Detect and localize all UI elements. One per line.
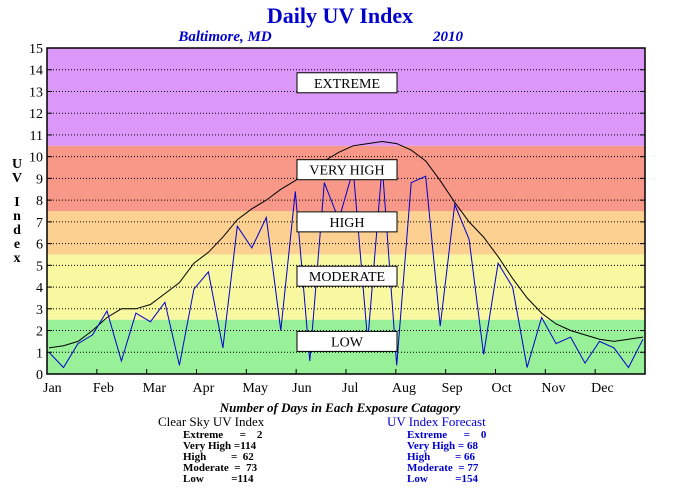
band-label-text: HIGH (330, 216, 365, 231)
stat-row: Very High = 68 (407, 440, 478, 452)
y-axis-label-char: U (12, 157, 22, 172)
x-tick-label: Oct (492, 381, 512, 396)
stat-row: Extreme = 0 (407, 429, 487, 441)
band-label-box (296, 159, 398, 181)
x-axis-ticks: Jan Feb Mar Apr May Jun Jul Aug Sep Oct Nov Dec (43, 369, 614, 396)
uv-bands (47, 48, 645, 374)
y-tick-label: 8 (36, 194, 43, 209)
stat-row: Very High =114 (183, 440, 257, 452)
x-tick-label: Dec (591, 381, 614, 396)
footer-title: Number of Days in Each Exposure Catagory (219, 400, 461, 415)
x-tick-label: Aug (392, 381, 416, 396)
chart-location: Baltimore, MD (177, 29, 272, 45)
band-extreme (47, 48, 645, 146)
clear-sky-series (48, 140, 644, 349)
y-tick-label: 9 (36, 172, 43, 187)
y-tick-label: 14 (29, 64, 43, 79)
y-tick-label: 2 (36, 325, 43, 340)
y-tick-label: 12 (29, 107, 43, 122)
y-axis-label-char: d (13, 223, 21, 238)
chart-title: Daily UV Index (267, 3, 413, 28)
band-label-low: LOW (296, 330, 398, 352)
y-axis-label-char: I (14, 195, 19, 210)
y-tick-label: 1 (36, 346, 43, 361)
band-label-box (296, 330, 398, 352)
band-labels: LOW MODERATE HIGH VERY HIGH EXTREME (296, 72, 398, 352)
forecast-series (48, 165, 644, 369)
band-moderate (47, 254, 645, 320)
clear-sky-line (48, 140, 644, 349)
x-tick-label: Jun (292, 381, 311, 396)
stat-row: High = 66 (407, 451, 475, 463)
y-tick-label: 6 (36, 238, 43, 253)
y-tick-label: 15 (29, 42, 43, 57)
chart-year: 2010 (432, 29, 464, 45)
band-label-text: LOW (331, 335, 364, 350)
band-label-very-high: VERY HIGH (296, 159, 398, 181)
x-tick-label: May (242, 381, 268, 396)
band-label-text: MODERATE (309, 270, 385, 285)
y-axis-label-char: x (14, 251, 21, 266)
clear-sky-heading: Clear Sky UV Index (158, 414, 265, 429)
stat-row: High = 62 (183, 451, 254, 463)
forecast-line (48, 165, 644, 369)
band-label-box (296, 72, 398, 94)
band-label-box (296, 265, 398, 287)
forecast-heading: UV Index Forecast (387, 414, 486, 429)
y-tick-label: 7 (36, 216, 43, 231)
band-label-high: HIGH (296, 211, 398, 233)
x-tick-label: Jan (43, 381, 62, 396)
x-tick-label: Nov (541, 381, 565, 396)
y-tick-label: 11 (30, 129, 43, 144)
grid-lines (47, 69, 645, 353)
y-tick-label: 10 (29, 151, 43, 166)
y-tick-label: 3 (36, 303, 43, 318)
x-tick-label: Jul (342, 381, 358, 396)
y-tick-label: 4 (36, 281, 43, 296)
band-label-box (296, 211, 398, 233)
y-tick-label: 5 (36, 259, 43, 274)
x-tick-label: Apr (193, 381, 215, 396)
band-label-text: VERY HIGH (309, 164, 384, 179)
uv-index-chart: Daily UV Index Baltimore, MD 2010 LOWMOD… (12, 3, 646, 396)
x-tick-label: Sep (442, 381, 463, 396)
band-label-text: EXTREME (314, 77, 380, 92)
x-tick-label: Mar (143, 381, 167, 396)
stat-row: Moderate = 73 (183, 462, 258, 474)
band-label-moderate: MODERATE (296, 265, 398, 287)
y-axis-label-char: e (14, 237, 20, 252)
x-tick-label: Feb (93, 381, 114, 396)
stat-row: Low =114 (183, 473, 254, 485)
y-axis-label-char: V (12, 171, 22, 186)
band-label-extreme: EXTREME (296, 72, 398, 94)
stat-row: Moderate = 77 (407, 462, 479, 474)
stat-row: Extreme = 2 (183, 429, 263, 441)
y-tick-label: 13 (29, 85, 43, 100)
y-tick-label: 0 (36, 368, 43, 383)
stat-row: Low =154 (407, 473, 479, 485)
y-axis-label-char: n (13, 209, 21, 224)
